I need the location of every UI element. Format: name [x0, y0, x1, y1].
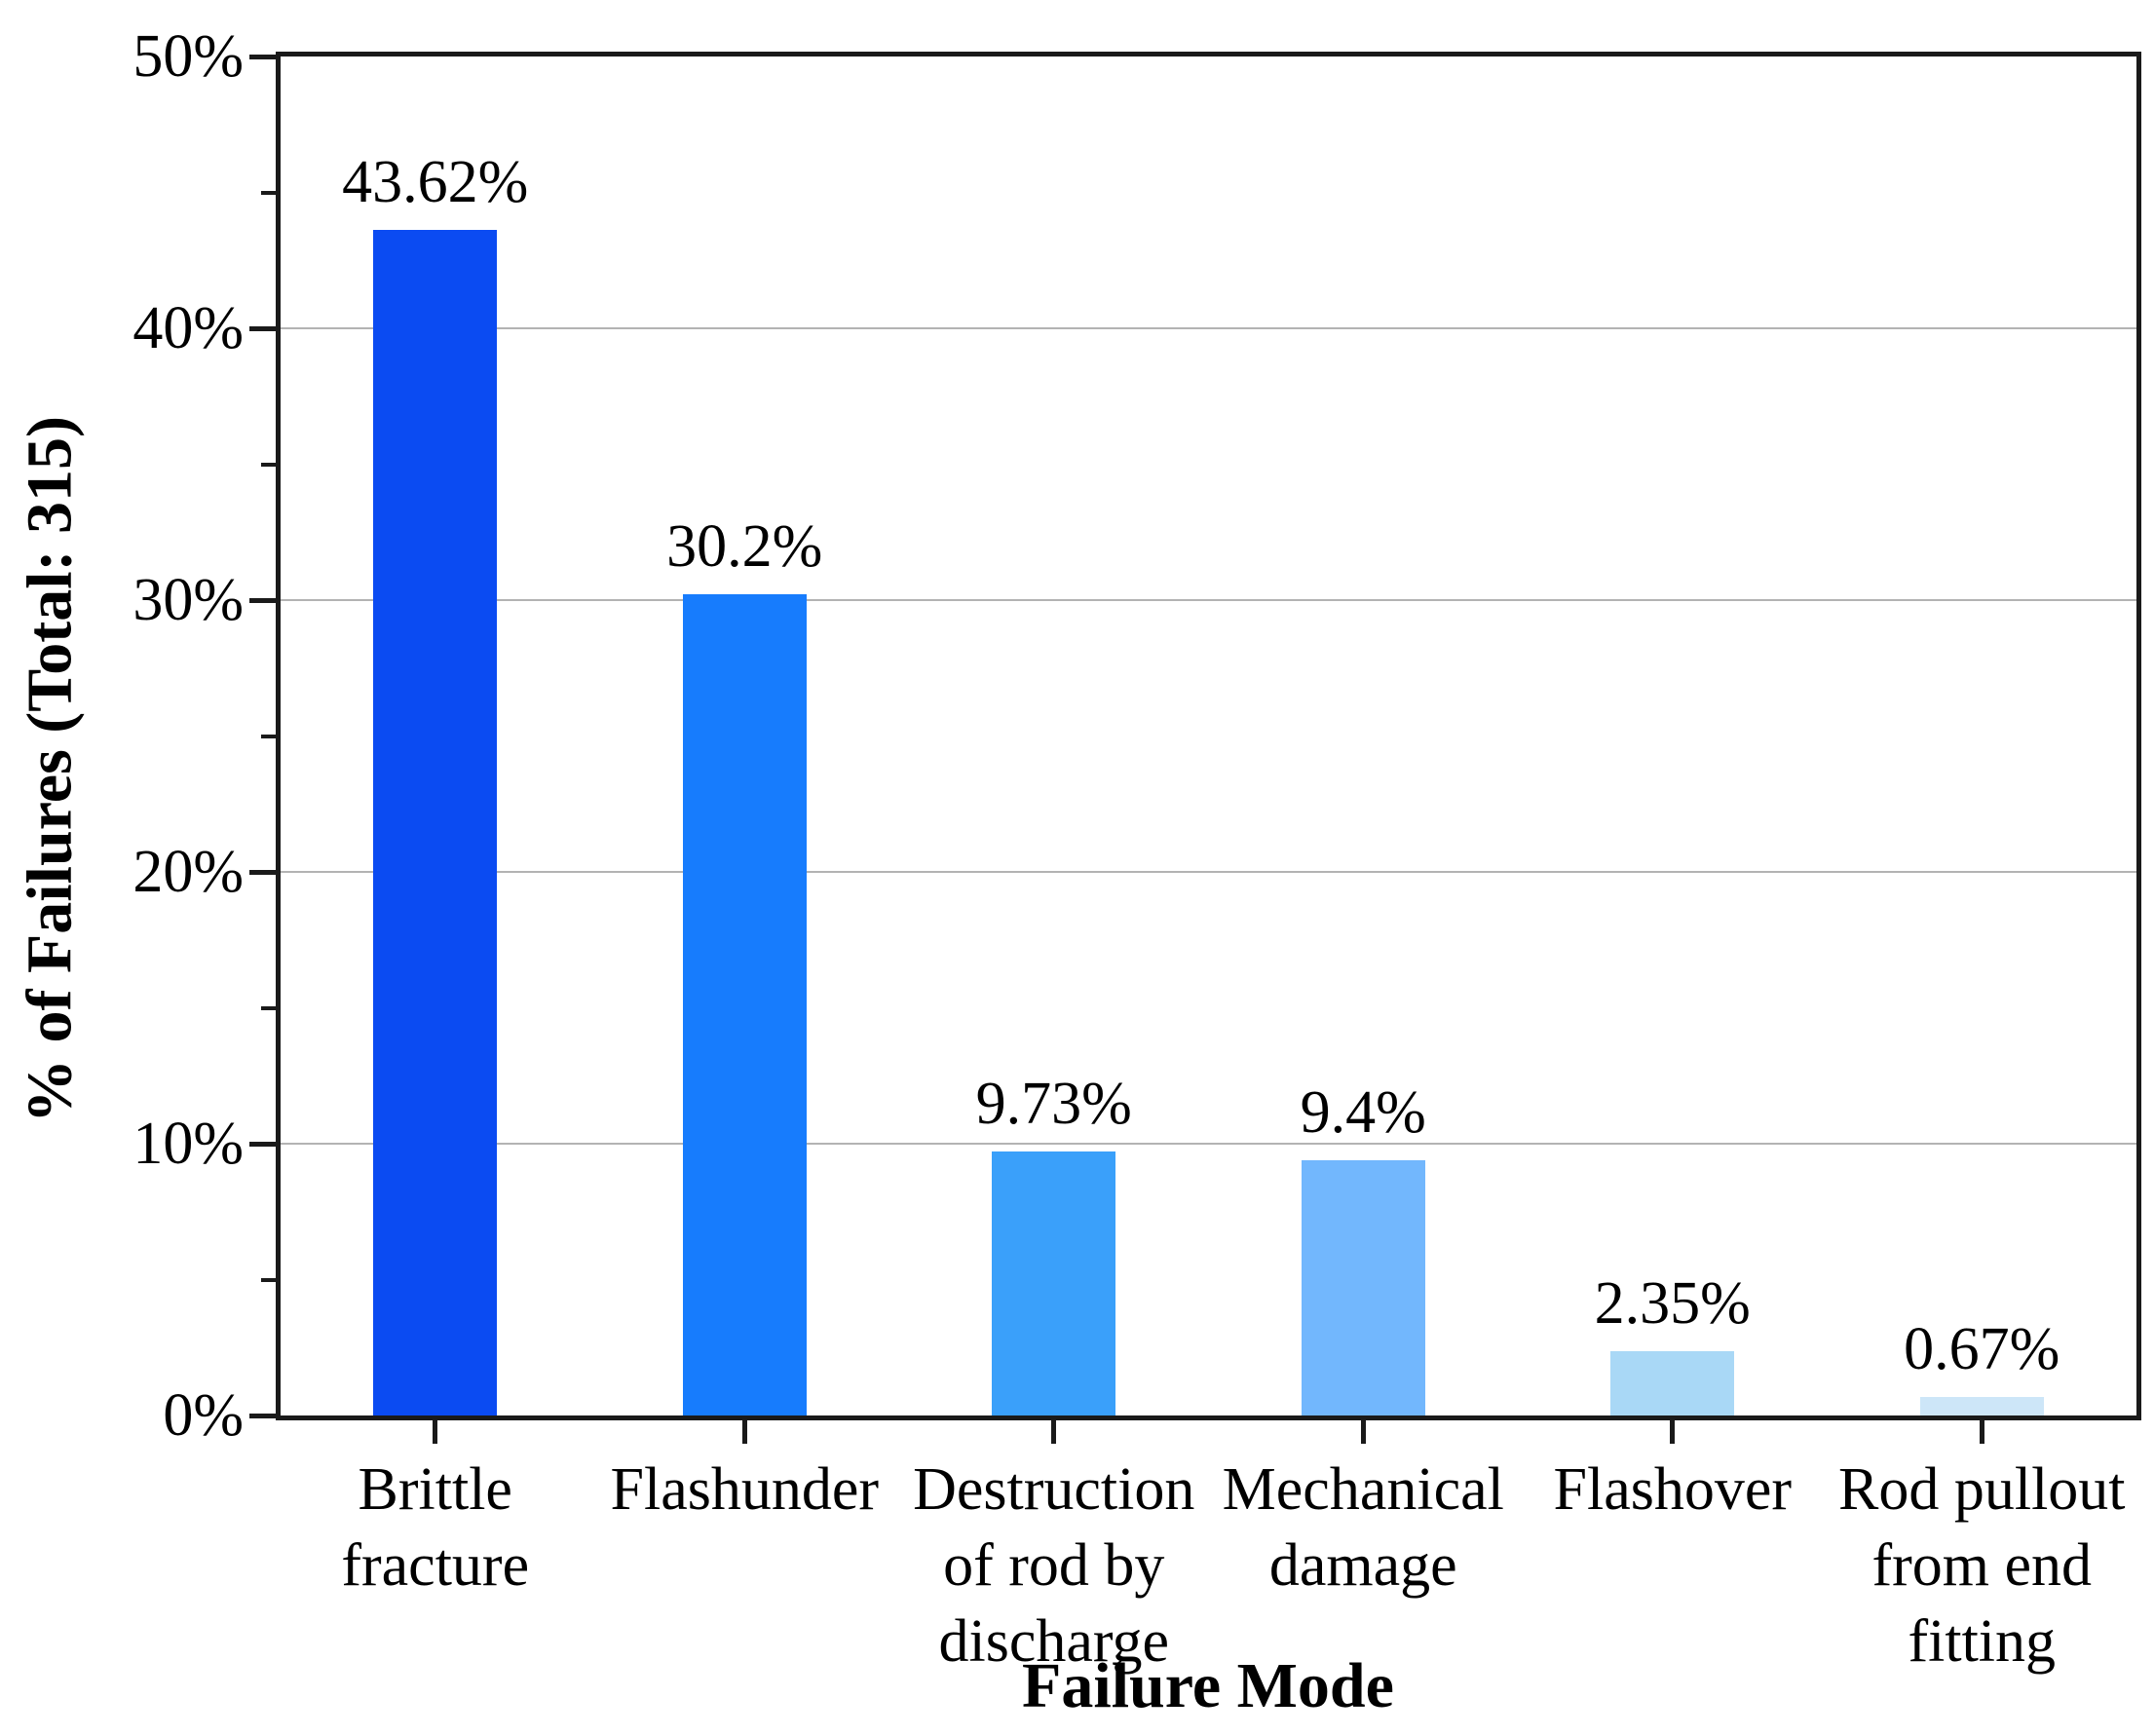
x-tick-label-line: damage — [1268, 1532, 1457, 1599]
y-tick-label-50: 50% — [132, 23, 244, 90]
y-major-tick-50 — [249, 54, 279, 59]
x-tick-flashover — [1670, 1418, 1676, 1444]
x-tick-brittle-fracture — [433, 1418, 438, 1444]
x-tick-label-line: fitting — [1908, 1608, 2057, 1675]
x-tick-label-mechanical-damage: Mechanical damage — [1197, 1452, 1529, 1604]
y-major-tick-10 — [249, 1141, 279, 1147]
x-tick-label-line: Mechanical — [1222, 1456, 1504, 1523]
bar-mechanical-damage — [1301, 1159, 1425, 1415]
y-minor-tick-45 — [261, 190, 281, 195]
x-tick-rod-pullout-from-end-fitting — [1979, 1418, 1984, 1444]
x-tick-label-line: Destruction — [913, 1456, 1195, 1523]
bar-value-label-flashover: 2.35% — [1594, 1270, 1751, 1338]
x-tick-label-line: Flashunder — [610, 1456, 880, 1523]
x-tick-label-line: of rod by — [943, 1532, 1165, 1599]
bar-value-label-flashunder: 30.2% — [666, 513, 823, 581]
y-minor-tick-25 — [261, 734, 281, 738]
x-tick-label-line: Flashover — [1553, 1456, 1793, 1523]
x-tick-label-line: discharge — [938, 1608, 1169, 1675]
bar-flashover — [1610, 1351, 1735, 1415]
bar-value-label-destruction-of-rod-by-discharge: 9.73% — [975, 1070, 1132, 1137]
bar-value-label-rod-pullout-from-end-fitting: 0.67% — [1904, 1316, 2060, 1383]
bar-brittle-fracture — [373, 230, 498, 1415]
x-tick-label-line: Rod pullout — [1837, 1456, 2126, 1523]
bar-destruction-of-rod-by-discharge — [992, 1151, 1116, 1415]
bar-flashunder — [682, 594, 807, 1415]
x-tick-label-brittle-fracture: Brittle fracture — [270, 1452, 601, 1604]
bar-value-label-brittle-fracture: 43.62% — [342, 149, 529, 215]
x-tick-label-flashunder: Flashunder — [579, 1452, 910, 1528]
x-tick-label-line: from end — [1871, 1532, 2093, 1599]
x-tick-flashunder — [741, 1418, 747, 1444]
y-gridline-30 — [281, 599, 2136, 601]
x-tick-label-flashover: Flashover — [1507, 1452, 1838, 1528]
x-tick-label-destruction-of-rod-by-discharge: Destruction of rod by discharge — [888, 1452, 1220, 1679]
x-axis-title: Failure Mode — [1022, 1650, 1394, 1721]
y-tick-label-30: 30% — [132, 567, 244, 633]
y-major-tick-20 — [249, 869, 279, 875]
y-tick-label-20: 20% — [132, 839, 244, 905]
x-tick-label-line: fracture — [341, 1532, 530, 1599]
y-major-tick-30 — [249, 597, 279, 603]
bar-value-label-mechanical-damage: 9.4% — [1300, 1078, 1426, 1146]
bar-rod-pullout-from-end-fitting — [1919, 1397, 2044, 1415]
y-tick-label-10: 10% — [132, 1111, 244, 1177]
y-gridline-10 — [281, 1143, 2136, 1145]
y-major-tick-0 — [249, 1413, 279, 1418]
y-major-tick-40 — [249, 325, 279, 331]
x-tick-destruction-of-rod-by-discharge — [1051, 1418, 1057, 1444]
y-gridline-20 — [281, 871, 2136, 873]
y-tick-label-0: 0% — [163, 1382, 244, 1449]
y-tick-label-40: 40% — [132, 295, 244, 361]
x-tick-mechanical-damage — [1360, 1418, 1366, 1444]
y-minor-tick-15 — [261, 1005, 281, 1010]
x-tick-label-rod-pullout-from-end-fitting: Rod pullout from end fitting — [1816, 1452, 2147, 1679]
plot-area — [276, 52, 2141, 1420]
x-tick-label-line: Brittle — [358, 1456, 512, 1523]
y-gridline-40 — [281, 327, 2136, 329]
y-minor-tick-35 — [261, 462, 281, 467]
y-minor-tick-5 — [261, 1277, 281, 1282]
